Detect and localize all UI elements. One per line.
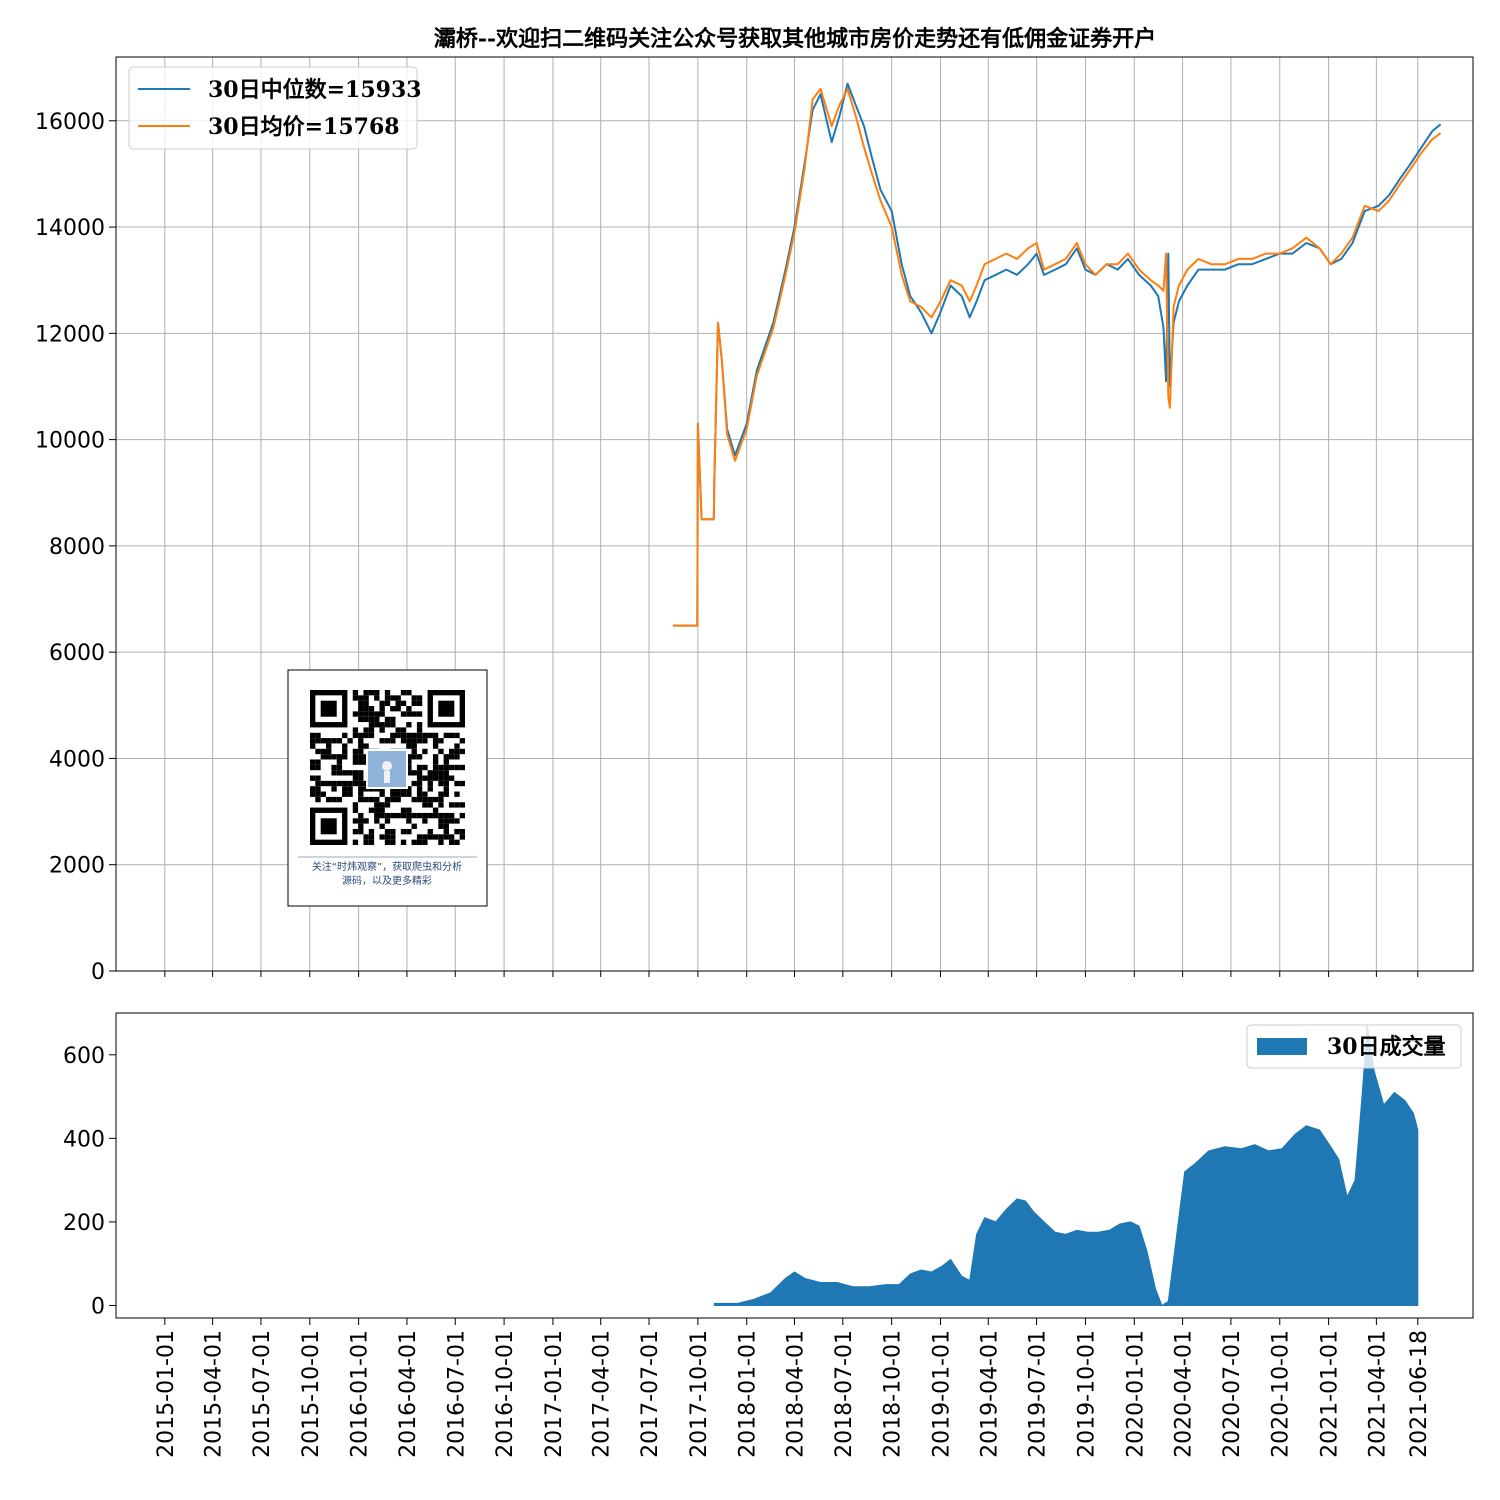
volume-ytick-label: 0 [91, 1294, 105, 1319]
volume-legend-box [1246, 1024, 1462, 1069]
price-legend: 30日中位数=15933 30日均价=15768 [128, 66, 422, 150]
xtick-label: 2016-10-01 [493, 1330, 518, 1458]
volume-x-axis: 2015-01-01 2015-04-01 2015-07-01 2015-10-01… [154, 1318, 1432, 1458]
qr-avatar-figure-icon [382, 761, 392, 771]
xtick-label: 2018-01-01 [736, 1330, 761, 1458]
volume-y-axis: 0 200 400 600 [63, 1044, 116, 1319]
legend-volume-swatch [1257, 1038, 1307, 1055]
price-ytick-label: 12000 [35, 322, 105, 347]
xtick-label: 2016-04-01 [396, 1330, 421, 1458]
xtick-label: 2016-07-01 [444, 1330, 469, 1458]
xtick-label: 2021-04-01 [1365, 1330, 1390, 1458]
volume-ytick-label: 400 [63, 1127, 105, 1152]
xtick-label: 2019-01-01 [930, 1330, 955, 1458]
price-ytick-label: 2000 [49, 854, 105, 879]
price-lines [672, 82, 1442, 627]
xtick-label: 2015-07-01 [250, 1330, 275, 1458]
price-y-axis: 0 2000 4000 6000 8000 10000 12000 14000 16000 [35, 110, 116, 985]
xtick-label: 2017-04-01 [590, 1330, 615, 1458]
price-ytick-label: 14000 [35, 216, 105, 241]
xtick-label: 2015-04-01 [202, 1330, 227, 1458]
price-ytick-label: 4000 [49, 747, 105, 772]
xtick-label: 2018-10-01 [881, 1330, 906, 1458]
xtick-label: 2015-10-01 [299, 1330, 324, 1458]
xtick-label: 2018-04-01 [784, 1330, 809, 1458]
volume-legend: 30日成交量 [1246, 1024, 1462, 1069]
volume-area-fill [713, 1025, 1419, 1307]
xtick-label: 2020-10-01 [1269, 1330, 1294, 1458]
qr-avatar-body-icon [384, 771, 390, 783]
legend-median-label: 30日中位数=15933 [208, 77, 422, 103]
xtick-label: 2021-01-01 [1318, 1330, 1343, 1458]
xtick-label: 2016-01-01 [348, 1330, 373, 1458]
legend-mean-label: 30日均价=15768 [208, 114, 400, 140]
price-ytick-label: 10000 [35, 429, 105, 454]
mean-price-line [672, 87, 1442, 627]
qr-code-panel: 关注“时炜观察”，获取爬虫和分析 源码，以及更多精彩 [287, 669, 488, 907]
volume-ytick-label: 200 [63, 1211, 105, 1236]
volume-ytick-label: 600 [63, 1044, 105, 1069]
price-ytick-label: 0 [91, 960, 105, 985]
median-price-line [672, 82, 1442, 627]
qr-caption-line-2: 源码，以及更多精彩 [342, 874, 432, 887]
xtick-label: 2015-01-01 [154, 1330, 179, 1458]
xtick-label: 2017-10-01 [687, 1330, 712, 1458]
price-legend-box [128, 66, 418, 150]
xtick-label: 2019-04-01 [977, 1330, 1002, 1458]
xtick-label: 2018-07-01 [832, 1330, 857, 1458]
price-ytick-label: 6000 [49, 641, 105, 666]
xtick-label: 2020-01-01 [1123, 1330, 1148, 1458]
legend-volume-label: 30日成交量 [1327, 1034, 1446, 1060]
price-ytick-label: 16000 [35, 110, 105, 135]
chart-title: 灞桥--欢迎扫二维码关注公众号获取其他城市房价走势还有低佣金证券开户 [434, 26, 1156, 52]
xtick-label: 2020-07-01 [1220, 1330, 1245, 1458]
price-ytick-label: 8000 [49, 535, 105, 560]
xtick-label: 2019-10-01 [1074, 1330, 1099, 1458]
price-x-ticks [164, 971, 1419, 977]
volume-area [713, 1025, 1419, 1307]
xtick-label: 2017-07-01 [638, 1330, 663, 1458]
xtick-label: 2019-07-01 [1026, 1330, 1051, 1458]
qr-caption-line-1: 关注“时炜观察”，获取爬虫和分析 [312, 860, 462, 873]
xtick-label: 2020-04-01 [1172, 1330, 1197, 1458]
xtick-label: 2017-01-01 [542, 1330, 567, 1458]
xtick-label: 2021-06-18 [1407, 1330, 1432, 1458]
